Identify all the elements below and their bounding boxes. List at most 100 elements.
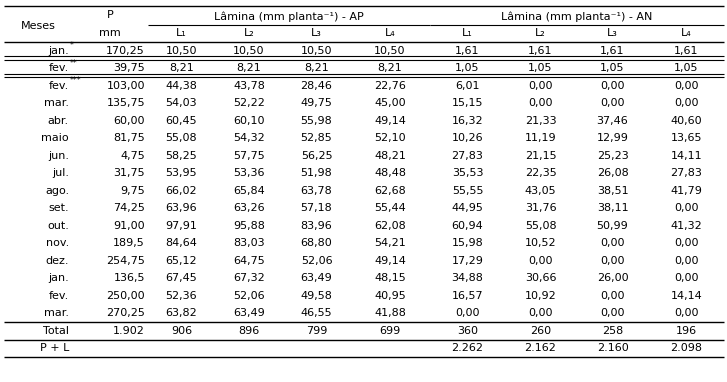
Text: nov.: nov.: [46, 238, 69, 248]
Text: L₂: L₂: [535, 28, 546, 38]
Text: 51,98: 51,98: [301, 168, 332, 178]
Text: dez.: dez.: [46, 256, 69, 266]
Text: 39,75: 39,75: [113, 63, 145, 73]
Text: 11,19: 11,19: [525, 133, 556, 143]
Text: 52,06: 52,06: [233, 291, 265, 301]
Text: 28,46: 28,46: [300, 81, 332, 91]
Text: 65,12: 65,12: [166, 256, 197, 266]
Text: 95,88: 95,88: [233, 221, 265, 231]
Text: 10,26: 10,26: [451, 133, 483, 143]
Text: jun.: jun.: [48, 151, 69, 161]
Text: 74,25: 74,25: [113, 203, 145, 213]
Text: 43,78: 43,78: [233, 81, 265, 91]
Text: 1,05: 1,05: [601, 63, 624, 73]
Text: 1,61: 1,61: [601, 46, 624, 56]
Text: 0,00: 0,00: [674, 98, 699, 108]
Text: 0,00: 0,00: [601, 256, 624, 266]
Text: fev.: fev.: [49, 81, 69, 91]
Text: L₂: L₂: [244, 28, 254, 38]
Text: 6,01: 6,01: [455, 81, 480, 91]
Text: 0,00: 0,00: [674, 238, 699, 248]
Text: 0,00: 0,00: [674, 81, 699, 91]
Text: 52,22: 52,22: [233, 98, 265, 108]
Text: 34,88: 34,88: [451, 273, 483, 283]
Text: 22,76: 22,76: [374, 81, 406, 91]
Text: 63,49: 63,49: [233, 308, 265, 318]
Text: 2.262: 2.262: [451, 343, 483, 353]
Text: 41,88: 41,88: [374, 308, 406, 318]
Text: 196: 196: [676, 326, 697, 336]
Text: 0,00: 0,00: [601, 81, 624, 91]
Text: 25,23: 25,23: [597, 151, 628, 161]
Text: 15,15: 15,15: [451, 98, 483, 108]
Text: 12,99: 12,99: [597, 133, 628, 143]
Text: 0,00: 0,00: [529, 308, 553, 318]
Text: 8,21: 8,21: [304, 63, 329, 73]
Text: 54,21: 54,21: [374, 238, 406, 248]
Text: L₁: L₁: [462, 28, 473, 38]
Text: 8,21: 8,21: [377, 63, 402, 73]
Text: 0,00: 0,00: [601, 98, 624, 108]
Text: 16,57: 16,57: [451, 291, 483, 301]
Text: 8,21: 8,21: [236, 63, 262, 73]
Text: **: **: [70, 59, 78, 68]
Text: 43,05: 43,05: [525, 186, 556, 196]
Text: 54,03: 54,03: [166, 98, 197, 108]
Text: 41,32: 41,32: [670, 221, 702, 231]
Text: L₄: L₄: [385, 28, 395, 38]
Text: 52,06: 52,06: [301, 256, 332, 266]
Text: 35,53: 35,53: [451, 168, 483, 178]
Text: 260: 260: [530, 326, 551, 336]
Text: 270,25: 270,25: [106, 308, 145, 318]
Text: 9,75: 9,75: [120, 186, 145, 196]
Text: mar.: mar.: [44, 308, 69, 318]
Text: 0,00: 0,00: [674, 256, 699, 266]
Text: mm: mm: [99, 28, 121, 38]
Text: 41,79: 41,79: [670, 186, 702, 196]
Text: 60,00: 60,00: [113, 116, 145, 126]
Text: 0,00: 0,00: [674, 203, 699, 213]
Text: 83,96: 83,96: [301, 221, 332, 231]
Text: 4,75: 4,75: [120, 151, 145, 161]
Text: 67,45: 67,45: [166, 273, 197, 283]
Text: 64,75: 64,75: [233, 256, 265, 266]
Text: P: P: [107, 10, 113, 20]
Text: ***: ***: [70, 76, 81, 85]
Text: 14,11: 14,11: [671, 151, 702, 161]
Text: 45,00: 45,00: [374, 98, 406, 108]
Text: 170,25: 170,25: [106, 46, 145, 56]
Text: 13,65: 13,65: [671, 133, 702, 143]
Text: fev.: fev.: [49, 63, 69, 73]
Text: 57,75: 57,75: [233, 151, 265, 161]
Text: 65,84: 65,84: [233, 186, 265, 196]
Text: 83,03: 83,03: [233, 238, 265, 248]
Text: 38,51: 38,51: [597, 186, 628, 196]
Text: 40,60: 40,60: [671, 116, 702, 126]
Text: 49,58: 49,58: [300, 291, 332, 301]
Text: 10,50: 10,50: [301, 46, 332, 56]
Text: abr.: abr.: [48, 116, 69, 126]
Text: 22,35: 22,35: [525, 168, 556, 178]
Text: 56,25: 56,25: [301, 151, 332, 161]
Text: Total: Total: [43, 326, 69, 336]
Text: 52,85: 52,85: [301, 133, 332, 143]
Text: 31,75: 31,75: [113, 168, 145, 178]
Text: 38,11: 38,11: [597, 203, 628, 213]
Text: 26,00: 26,00: [597, 273, 628, 283]
Text: 48,48: 48,48: [374, 168, 406, 178]
Text: 53,95: 53,95: [166, 168, 197, 178]
Text: 62,08: 62,08: [374, 221, 406, 231]
Text: 53,36: 53,36: [233, 168, 265, 178]
Text: 896: 896: [238, 326, 260, 336]
Text: 1,05: 1,05: [674, 63, 699, 73]
Text: L₃: L₃: [607, 28, 618, 38]
Text: *: *: [70, 41, 74, 50]
Text: 50,99: 50,99: [597, 221, 628, 231]
Text: jan.: jan.: [48, 273, 69, 283]
Text: 60,10: 60,10: [233, 116, 265, 126]
Text: 799: 799: [306, 326, 327, 336]
Text: P + L: P + L: [40, 343, 69, 353]
Text: 2.162: 2.162: [525, 343, 556, 353]
Text: L₄: L₄: [681, 28, 692, 38]
Text: 17,29: 17,29: [451, 256, 483, 266]
